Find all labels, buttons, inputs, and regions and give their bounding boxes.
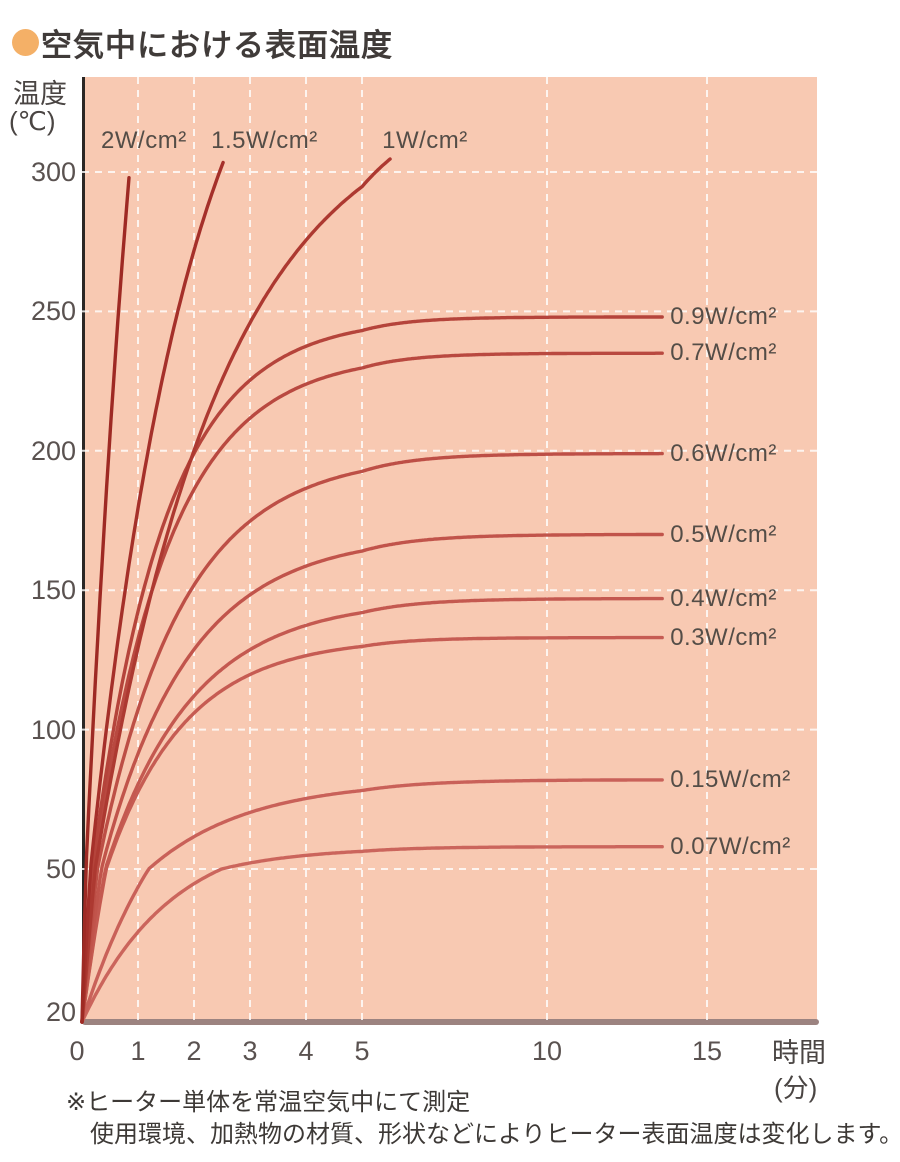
- page-title-row: 空気中における表面温度: [12, 20, 393, 65]
- curve-label-0.9w: 0.9W/cm²: [670, 302, 777, 330]
- footnote-line-2: 使用環境、加熱物の材質、形状などによりヒーター表面温度は変化します。: [90, 1121, 900, 1148]
- y-axis-title: 温度: [13, 79, 67, 109]
- plot-area: [84, 77, 817, 1022]
- y-tick-label-50: 50: [45, 854, 76, 884]
- curve-label-0.3w: 0.3W/cm²: [670, 623, 777, 651]
- y-tick-label-100: 100: [30, 714, 76, 745]
- y-axis-line: [82, 77, 85, 1024]
- footnote-line-1: ※ヒーター単体を常温空気中にて測定: [66, 1089, 471, 1116]
- x-tick-label-0: 0: [69, 1036, 85, 1066]
- y-tick-label-250: 250: [30, 296, 76, 327]
- y-axis-unit: (℃): [9, 106, 56, 136]
- curve-label-0.07w: 0.07W/cm²: [670, 832, 791, 860]
- curve-label-2w: 2W/cm²: [101, 127, 187, 154]
- curve-label-0.5w: 0.5W/cm²: [670, 520, 777, 548]
- y-tick-label-200: 200: [30, 435, 76, 466]
- x-tick-label-3: 3: [242, 1036, 258, 1066]
- y-tick-label-150: 150: [30, 575, 76, 606]
- x-tick-label-10: 10: [531, 1036, 563, 1066]
- title-bullet-icon: [12, 29, 39, 56]
- x-tick-label-15: 15: [691, 1036, 723, 1066]
- x-tick-label-5: 5: [354, 1036, 370, 1066]
- x-tick-label-4: 4: [298, 1036, 314, 1066]
- x-axis-title: 時間: [772, 1038, 826, 1068]
- curve-label-1.5w: 1.5W/cm²: [211, 127, 318, 154]
- curve-label-0.7w: 0.7W/cm²: [670, 339, 777, 367]
- curve-label-1w: 1W/cm²: [382, 127, 468, 154]
- x-tick-label-2: 2: [186, 1036, 202, 1066]
- curve-label-0.4w: 0.4W/cm²: [670, 584, 777, 612]
- page-title: 空気中における表面温度: [41, 28, 393, 63]
- curve-label-0.15w: 0.15W/cm²: [670, 765, 791, 793]
- y-tick-label-20: 20: [45, 997, 76, 1027]
- curve-label-0.6w: 0.6W/cm²: [670, 439, 777, 467]
- x-axis-unit: (分): [774, 1073, 818, 1103]
- x-axis-baseline-bar: [82, 1019, 819, 1025]
- y-tick-label-300: 300: [30, 157, 76, 187]
- x-tick-label-1: 1: [130, 1036, 146, 1066]
